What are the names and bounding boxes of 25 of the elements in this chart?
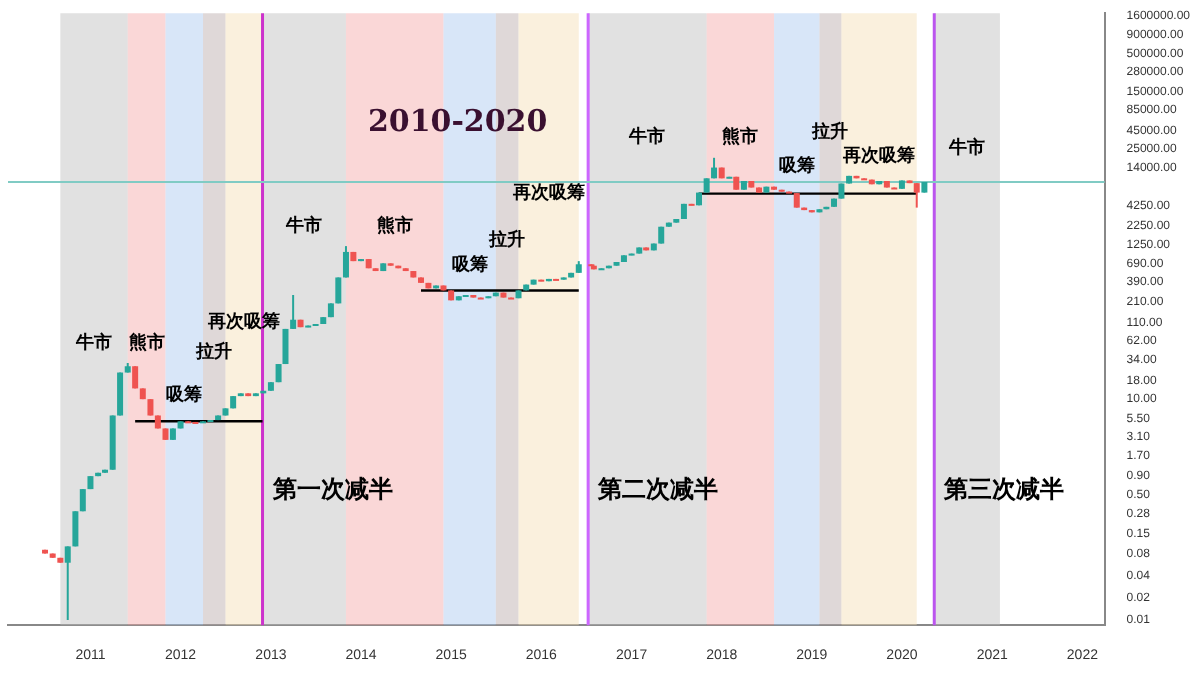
candlestick [913, 182, 920, 209]
band-label: 拉升 [810, 120, 849, 143]
candlestick [64, 545, 71, 621]
band-label: 再次吸筹 [841, 144, 916, 167]
band-label: 熊市 [128, 331, 165, 354]
ref-line-label: 第二次减半 [596, 474, 719, 503]
candlestick [335, 276, 342, 305]
band-label: 吸筹 [778, 155, 815, 178]
band-label: 牛市 [74, 331, 113, 354]
candlestick [290, 294, 297, 330]
band-label: 熊市 [722, 126, 759, 149]
band-label: 拉升 [487, 229, 526, 252]
band-label: 熊市 [376, 214, 413, 237]
ref-line-label: 第三次减半 [942, 474, 1065, 503]
band-label: 吸筹 [166, 384, 203, 407]
band-label: 牛市 [284, 214, 323, 237]
candlestick [342, 245, 349, 279]
text: 2010-2020 [367, 102, 548, 139]
band-label: 再次吸筹 [510, 181, 585, 204]
candlestick [72, 510, 79, 548]
band-label: 拉升 [194, 340, 233, 363]
band-label: 牛市 [627, 126, 666, 149]
band-label: 牛市 [947, 136, 986, 159]
band-label: 吸筹 [451, 254, 488, 277]
ref-line-label: 第一次减半 [270, 474, 393, 503]
